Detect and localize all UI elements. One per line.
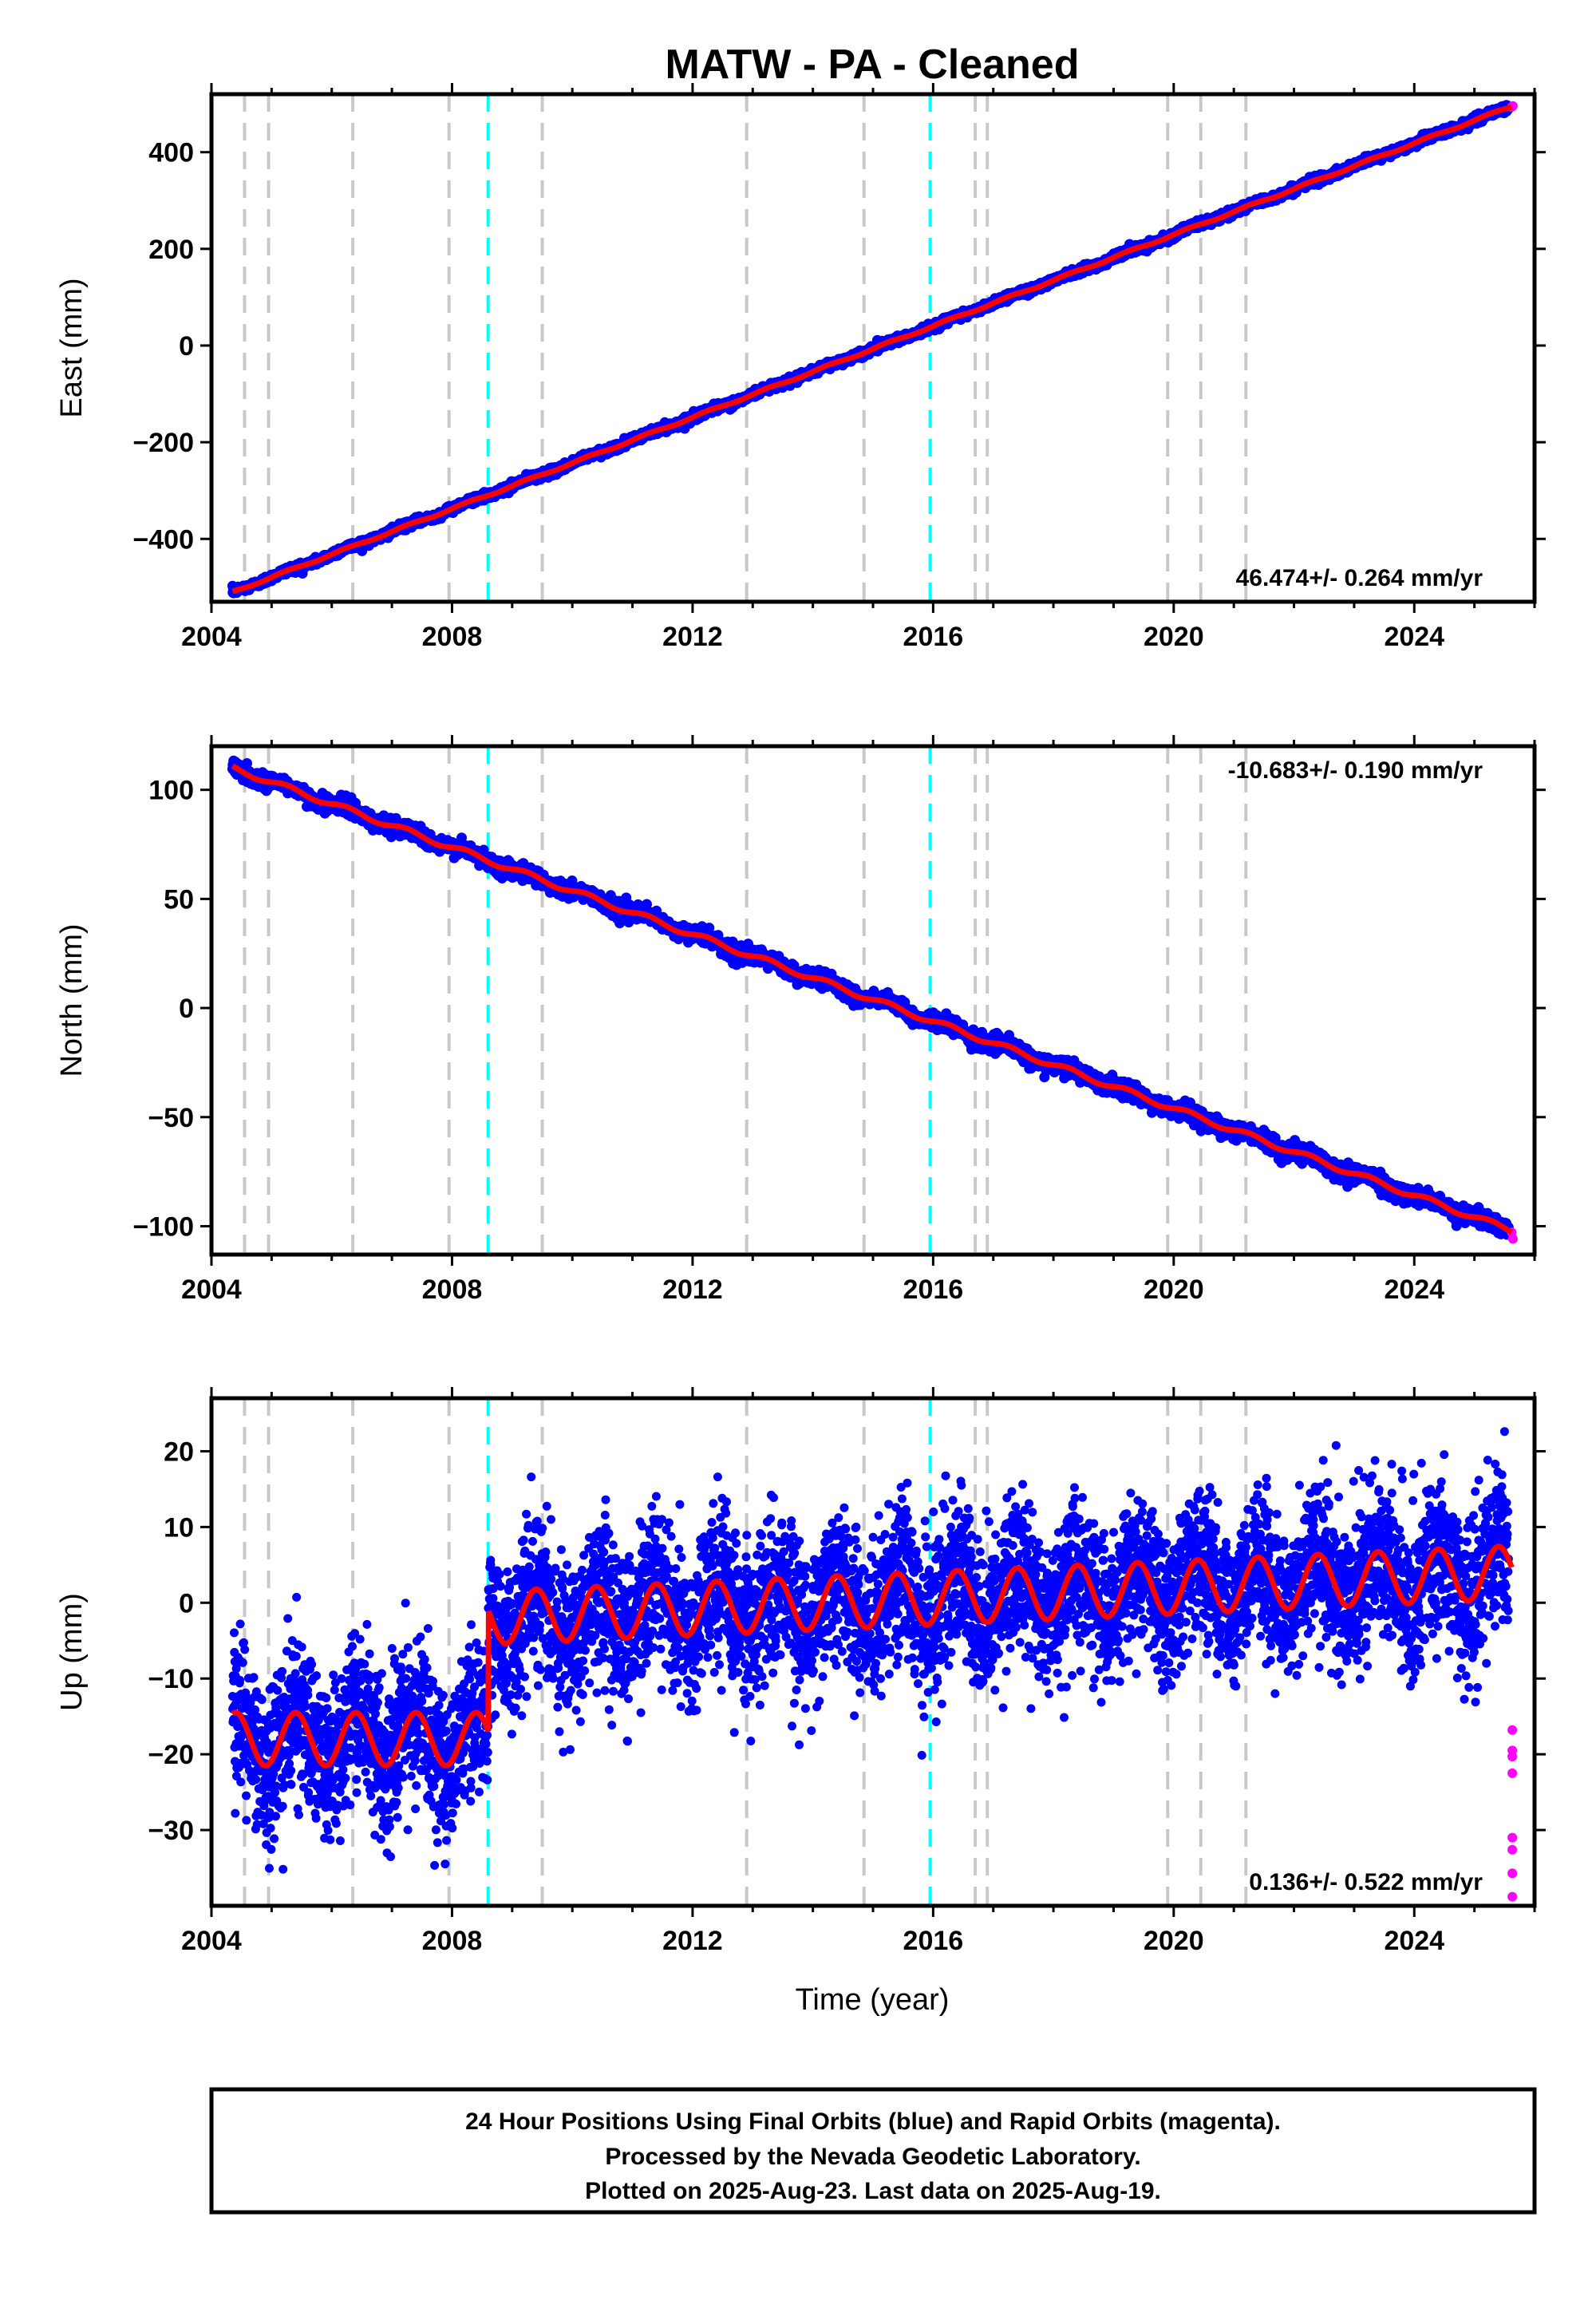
x-tick-label: 2020 (1144, 622, 1204, 652)
y-tick-label: 0 (179, 331, 194, 362)
x-tick-label: 2024 (1384, 622, 1444, 652)
y-tick-label: 400 (148, 138, 194, 168)
y-tick-label: −200 (132, 428, 194, 458)
panel-1: 2004 2008 2012 2016 2020 2024 −400 −200 0 200 400 E… (55, 83, 1546, 652)
panel-2: 2004 2008 2012 2016 2020 2024−100−50050100Nor… (55, 735, 1546, 1305)
x-tick-label: 2012 (662, 622, 723, 652)
panels: 2004 2008 2012 2016 2020 2024 −400 −200 0 200 400 E… (55, 83, 1546, 1956)
velocity-rate-label: 46.474+/- 0.264 mm/yr (1236, 565, 1483, 591)
chart-title: MATW - PA - Cleaned (665, 41, 1079, 88)
x-tick-label: 2016 (903, 622, 964, 652)
y-axis-label: East (mm) (55, 278, 89, 417)
y-tick-label: 200 (148, 235, 194, 265)
x-tick-label: 2004 (181, 622, 242, 652)
x-tick-label: 2008 (422, 622, 483, 652)
y-tick-label: −400 (132, 524, 194, 555)
model-fit-line (231, 104, 1513, 595)
